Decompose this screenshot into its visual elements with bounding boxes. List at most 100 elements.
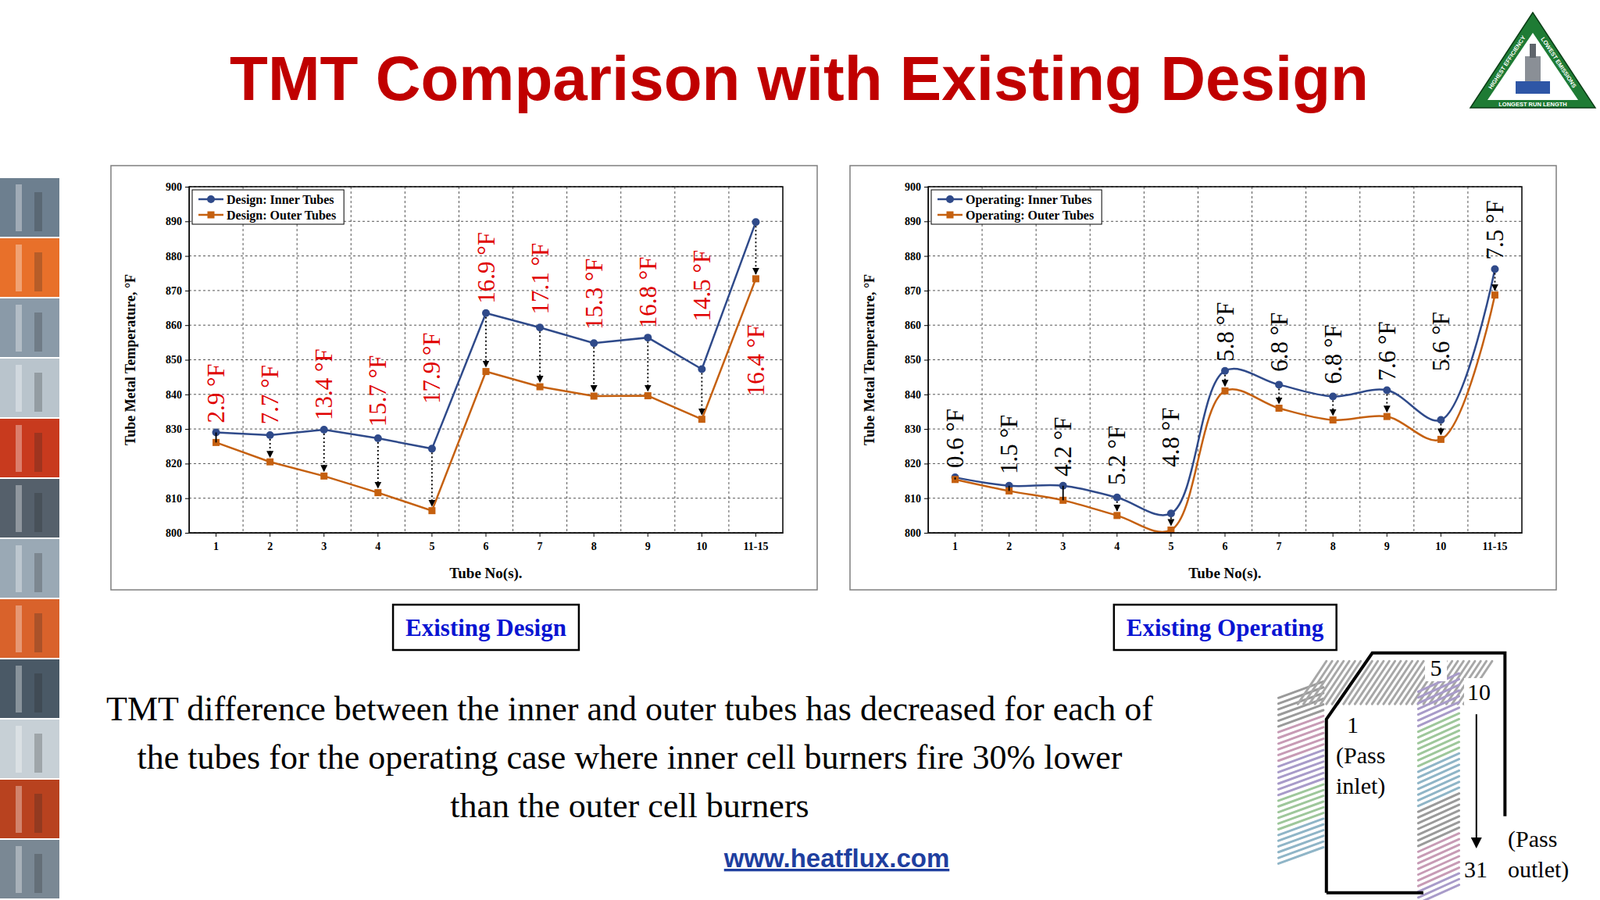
difference-label: 17.1 °F — [526, 242, 554, 315]
tick-mark — [323, 532, 325, 537]
point-marker — [320, 472, 328, 480]
plot-border — [189, 186, 783, 533]
difference-label: 5.8 °F — [1211, 302, 1240, 362]
tick-label: 11-15 — [1482, 540, 1508, 553]
point-marker — [589, 339, 598, 347]
difference-label: 16.4 °F — [742, 325, 770, 397]
photo-tile — [0, 839, 60, 899]
x-tick: 10 — [696, 532, 708, 553]
difference-label: 16.8 °F — [634, 257, 662, 329]
photo-tile — [0, 659, 60, 718]
y-tick: 800 — [165, 527, 190, 540]
point-marker — [1382, 385, 1391, 394]
tick-label: 860 — [165, 319, 183, 332]
tick-mark — [185, 221, 190, 222]
x-axis: 1234567891011-15 — [189, 532, 784, 553]
category-separator — [1467, 186, 1468, 533]
tick-label: 1 — [952, 540, 958, 553]
plot-area: 8008108208308408508608708808909001234567… — [904, 181, 1523, 553]
photo-detail — [15, 785, 22, 833]
x-tick: 3 — [1060, 532, 1066, 553]
photo-detail — [15, 545, 22, 593]
tick-mark — [924, 221, 929, 222]
logo-text: LONGEST RUN LENGTH — [1498, 100, 1568, 108]
tick-mark — [431, 532, 433, 537]
x-tick: 2 — [267, 532, 273, 553]
category-separator — [1359, 186, 1361, 533]
difference-labels: 2.9 °F7.7 °F13.4 °F15.7 °F17.9 °F16.9 °F… — [202, 232, 770, 427]
point-marker — [697, 364, 706, 373]
difference-labels: 0.6 °F1.5 °F4.2 °F5.2 °F4.8 °F5.8 °F6.8 … — [941, 200, 1509, 486]
tube — [1332, 660, 1361, 704]
tick-mark — [954, 532, 956, 537]
difference-arrow — [1439, 424, 1442, 436]
y-tick: 870 — [165, 285, 190, 297]
grid-line — [189, 428, 783, 430]
series-group — [951, 264, 1500, 533]
point-marker — [698, 415, 706, 423]
tick-label: 820 — [904, 457, 922, 470]
x-tick: 4 — [375, 532, 381, 553]
difference-arrow — [1116, 501, 1118, 511]
tick-label: 830 — [904, 423, 922, 436]
y-tick: 890 — [165, 215, 190, 228]
x-tick: 9 — [645, 532, 651, 553]
category-separator — [1143, 186, 1145, 533]
point-marker — [590, 392, 598, 400]
difference-arrow — [1278, 388, 1280, 404]
tube — [1320, 660, 1350, 704]
y-tick: 860 — [904, 319, 929, 332]
difference-arrow — [539, 331, 541, 383]
photo-detail — [15, 605, 22, 653]
tick-label: 800 — [904, 527, 922, 540]
tick-label: 870 — [165, 285, 183, 297]
chart: 8008108208308408508608708808909001234567… — [850, 165, 1557, 590]
photo-tile — [0, 779, 60, 839]
diagram-label: (Passoutlet) — [1507, 825, 1569, 883]
difference-arrow — [1170, 517, 1172, 525]
logo: HIGHEST EFFICIENCYLOWEST EMISSIONSLONGES… — [1470, 12, 1596, 108]
tick-label: 900 — [904, 181, 922, 193]
difference-label: 4.2 °F — [1049, 417, 1077, 477]
point-marker — [1383, 413, 1391, 421]
tube — [1354, 660, 1384, 704]
difference-arrow — [485, 317, 487, 368]
point-marker — [1275, 380, 1283, 389]
tick-mark — [377, 532, 379, 537]
point-marker — [951, 475, 959, 483]
tube — [1360, 660, 1390, 704]
y-tick: 810 — [165, 492, 190, 505]
legend-box — [192, 189, 344, 225]
tick-label: 900 — [165, 181, 183, 193]
tick-mark — [185, 325, 190, 326]
y-tick: 840 — [904, 389, 929, 401]
tick-mark — [924, 394, 929, 396]
photo-tile — [0, 178, 60, 237]
tick-label: 880 — [165, 250, 183, 263]
tick-label: 840 — [904, 389, 922, 401]
axis-line — [928, 187, 929, 534]
logo-base — [1515, 81, 1550, 94]
panel-caption: Existing Operating — [1114, 604, 1337, 650]
point-marker — [1221, 367, 1229, 375]
y-tick: 840 — [165, 389, 190, 401]
tick-label: 3 — [1060, 540, 1066, 553]
tick-label: 2 — [1006, 540, 1012, 553]
category-separator — [512, 186, 514, 533]
tick-label: 890 — [904, 215, 922, 228]
panel-caption-box — [392, 604, 579, 650]
y-axis: 800810820830840850860870880890900 — [165, 181, 190, 540]
tube — [1371, 660, 1401, 704]
difference-label: 5.2 °F — [1103, 425, 1131, 486]
y-tick: 860 — [165, 319, 190, 332]
point-marker — [644, 392, 652, 400]
tube-banks — [1278, 660, 1492, 900]
photo-detail — [15, 485, 22, 533]
diagram-label: (Passinlet) — [1335, 742, 1386, 800]
label-patch — [1334, 712, 1399, 800]
tick-label: 9 — [1384, 540, 1390, 553]
panel-caption: Existing Design — [392, 604, 579, 650]
tick-label: 5 — [428, 540, 435, 553]
tube — [1463, 660, 1493, 704]
x-axis-title: Tube No(s). — [449, 564, 522, 583]
